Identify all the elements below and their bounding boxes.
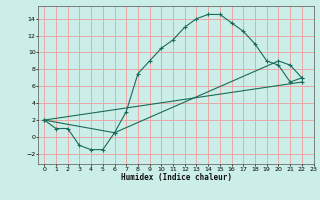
X-axis label: Humidex (Indice chaleur): Humidex (Indice chaleur) [121, 173, 231, 182]
